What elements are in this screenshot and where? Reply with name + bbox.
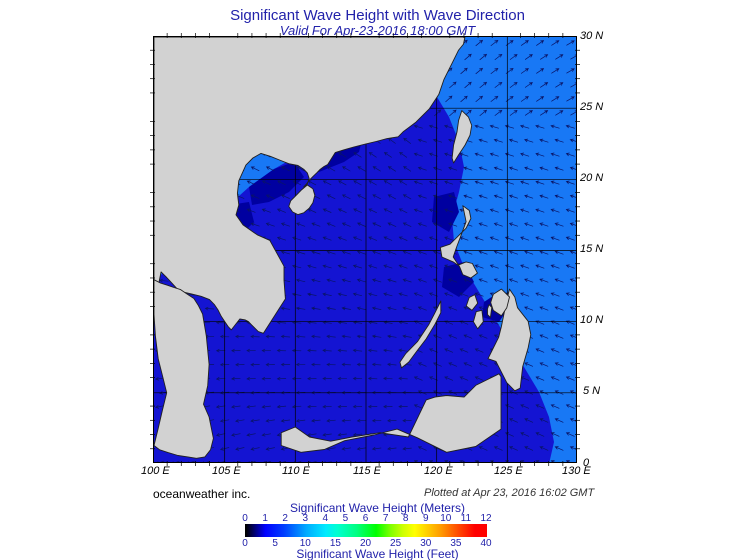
svg-text:6: 6 [363,513,369,524]
svg-text:2: 2 [282,513,288,524]
svg-text:1: 1 [262,513,268,524]
svg-text:8: 8 [403,513,409,524]
svg-text:3: 3 [303,513,309,524]
svg-text:9: 9 [423,513,429,524]
svg-text:12: 12 [480,513,492,524]
svg-text:0: 0 [242,513,248,524]
svg-text:7: 7 [383,513,389,524]
svg-text:4: 4 [323,513,329,524]
svg-text:11: 11 [461,513,472,524]
svg-text:5: 5 [343,513,349,524]
svg-text:10: 10 [440,513,452,524]
